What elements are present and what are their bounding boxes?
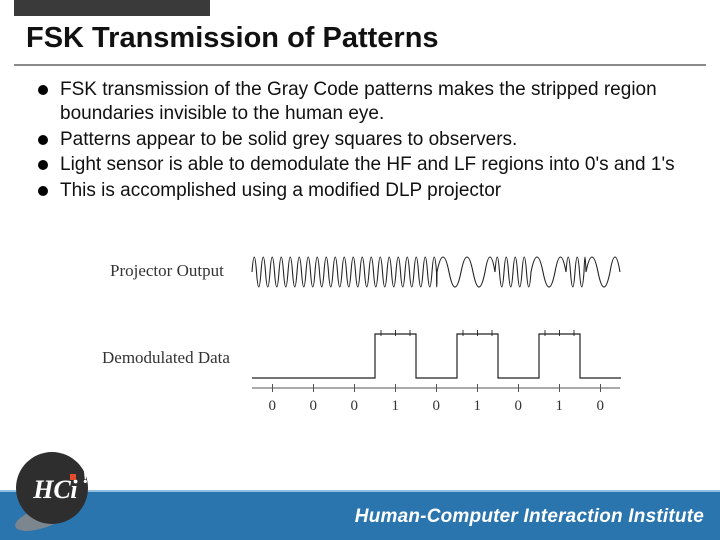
footer-institute: Human-Computer Interaction Institute: [355, 506, 704, 528]
bullet-text: Patterns appear to be solid grey squares…: [60, 129, 517, 150]
bit-label: 0: [310, 398, 318, 415]
bit-label: 0: [515, 398, 523, 415]
title-rule: [14, 64, 706, 66]
bit-label: 1: [556, 398, 564, 415]
projector-output-label: Projector Output: [110, 261, 224, 281]
bullet-item: This is accomplished using a modified DL…: [38, 179, 688, 203]
slide: FSK Transmission of Patterns FSK transmi…: [0, 0, 720, 540]
demodulated-data-label: Demodulated Data: [102, 348, 230, 368]
bit-label: 0: [597, 398, 605, 415]
bullet-text: Light sensor is able to demodulate the H…: [60, 154, 675, 175]
bit-label: 0: [433, 398, 441, 415]
bullet-item: Light sensor is able to demodulate the H…: [38, 153, 688, 177]
hci-logo: HC i !: [8, 442, 100, 534]
bullet-item: Patterns appear to be solid grey squares…: [38, 128, 688, 152]
bullet-text: FSK transmission of the Gray Code patter…: [60, 79, 657, 124]
bit-label: 1: [474, 398, 482, 415]
footer-band: Human-Computer Interaction Institute: [0, 492, 720, 540]
svg-text:HC: HC: [32, 475, 71, 504]
topbar-accent: [14, 0, 210, 16]
page-title: FSK Transmission of Patterns: [26, 22, 439, 55]
bullet-item: FSK transmission of the Gray Code patter…: [38, 78, 688, 126]
svg-text:!: !: [82, 466, 89, 488]
bullet-list: FSK transmission of the Gray Code patter…: [38, 78, 688, 205]
bit-label: 0: [269, 398, 277, 415]
bit-label: 0: [351, 398, 359, 415]
bullet-text: This is accomplished using a modified DL…: [60, 180, 501, 201]
bit-label: 1: [392, 398, 400, 415]
signal-diagram: Projector Output Demodulated Data 0 0 0 1 0 1…: [84, 230, 644, 430]
hci-logo-svg: HC i !: [8, 442, 100, 534]
